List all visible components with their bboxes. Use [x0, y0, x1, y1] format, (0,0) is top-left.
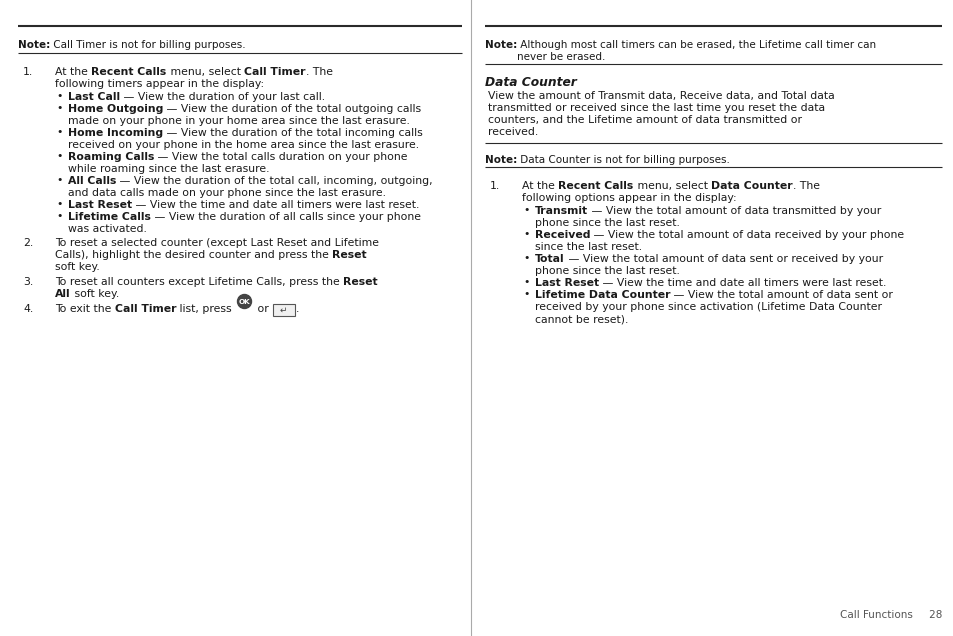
Text: — View the total amount of data sent or: — View the total amount of data sent or — [670, 290, 892, 300]
Text: 1.: 1. — [23, 67, 33, 77]
Text: or: or — [253, 304, 272, 314]
Text: — View the duration of your last call.: — View the duration of your last call. — [120, 92, 325, 102]
Text: Although most call timers can be erased, the Lifetime call timer can: Although most call timers can be erased,… — [517, 40, 876, 50]
Text: 1.: 1. — [490, 181, 499, 191]
Text: •: • — [522, 289, 529, 299]
Text: Last Reset: Last Reset — [68, 200, 132, 210]
Text: made on your phone in your home area since the last erasure.: made on your phone in your home area sin… — [68, 116, 410, 126]
Text: . The: . The — [792, 181, 819, 191]
Circle shape — [237, 294, 252, 308]
Text: Last Call: Last Call — [68, 92, 120, 102]
Text: — View the duration of the total outgoing calls: — View the duration of the total outgoin… — [163, 104, 421, 114]
Text: •: • — [56, 91, 62, 101]
Text: Call Functions     28: Call Functions 28 — [839, 610, 941, 620]
Text: was activated.: was activated. — [68, 224, 147, 234]
Text: At the: At the — [55, 67, 91, 77]
Text: — View the duration of the total incoming calls: — View the duration of the total incomin… — [163, 128, 422, 138]
Text: Calls), highlight the desired counter and press the: Calls), highlight the desired counter an… — [55, 250, 332, 260]
Text: ↵: ↵ — [280, 305, 287, 314]
Text: and data calls made on your phone since the last erasure.: and data calls made on your phone since … — [68, 188, 386, 198]
Text: Note:: Note: — [484, 155, 517, 165]
Text: Recent Calls: Recent Calls — [91, 67, 167, 77]
Text: •: • — [522, 205, 529, 215]
Text: Call Timer: Call Timer — [244, 67, 305, 77]
Text: following timers appear in the display:: following timers appear in the display: — [55, 79, 264, 89]
Text: •: • — [522, 253, 529, 263]
Text: phone since the last reset.: phone since the last reset. — [535, 218, 679, 228]
Text: To reset a selected counter (except Last Reset and Lifetime: To reset a selected counter (except Last… — [55, 238, 378, 248]
Text: Call Timer is not for billing purposes.: Call Timer is not for billing purposes. — [51, 40, 246, 50]
Text: Call Timer: Call Timer — [114, 304, 176, 314]
Text: — View the total amount of data transmitted by your: — View the total amount of data transmit… — [587, 206, 881, 216]
Text: •: • — [56, 175, 62, 185]
Text: All: All — [55, 289, 71, 299]
Text: Total: Total — [535, 254, 564, 264]
Text: menu, select: menu, select — [633, 181, 710, 191]
Text: View the amount of Transmit data, Receive data, and Total data: View the amount of Transmit data, Receiv… — [488, 91, 834, 101]
Text: . The: . The — [305, 67, 333, 77]
Text: — View the duration of the total call, incoming, outgoing,: — View the duration of the total call, i… — [116, 176, 433, 186]
Text: — View the time and date all timers were last reset.: — View the time and date all timers were… — [132, 200, 419, 210]
Text: received.: received. — [488, 127, 537, 137]
Text: OK: OK — [238, 298, 250, 305]
Text: 4.: 4. — [23, 304, 33, 314]
Text: Home Incoming: Home Incoming — [68, 128, 163, 138]
Text: Note:: Note: — [484, 40, 517, 50]
Text: — View the time and date all timers were last reset.: — View the time and date all timers were… — [598, 278, 885, 288]
Text: 2.: 2. — [23, 238, 33, 248]
Text: phone since the last reset.: phone since the last reset. — [535, 266, 679, 276]
Text: Last Reset: Last Reset — [535, 278, 598, 288]
Text: Lifetime Data Counter: Lifetime Data Counter — [535, 290, 670, 300]
Text: •: • — [522, 229, 529, 239]
Text: Roaming Calls: Roaming Calls — [68, 152, 154, 162]
Text: menu, select: menu, select — [167, 67, 244, 77]
Text: Data Counter: Data Counter — [710, 181, 792, 191]
Text: received on your phone in the home area since the last erasure.: received on your phone in the home area … — [68, 140, 418, 150]
Text: soft key.: soft key. — [71, 289, 119, 299]
Text: Reset: Reset — [332, 250, 367, 260]
Text: — View the total calls duration on your phone: — View the total calls duration on your … — [154, 152, 408, 162]
Text: •: • — [56, 103, 62, 113]
Text: .: . — [295, 304, 299, 314]
Text: counters, and the Lifetime amount of data transmitted or: counters, and the Lifetime amount of dat… — [488, 115, 801, 125]
Text: Reset: Reset — [343, 277, 377, 287]
Text: Data Counter is not for billing purposes.: Data Counter is not for billing purposes… — [517, 155, 729, 165]
Text: following options appear in the display:: following options appear in the display: — [521, 193, 736, 203]
Text: cannot be reset).: cannot be reset). — [535, 314, 628, 324]
Text: while roaming since the last erasure.: while roaming since the last erasure. — [68, 164, 269, 174]
Text: At the: At the — [521, 181, 558, 191]
Text: list, press: list, press — [176, 304, 235, 314]
Text: soft key.: soft key. — [55, 262, 100, 272]
FancyBboxPatch shape — [273, 304, 294, 316]
Text: received by your phone since activation (Lifetime Data Counter: received by your phone since activation … — [535, 302, 882, 312]
Text: •: • — [56, 211, 62, 221]
Text: •: • — [56, 127, 62, 137]
Text: — View the duration of all calls since your phone: — View the duration of all calls since y… — [151, 212, 420, 222]
Text: •: • — [56, 199, 62, 209]
Text: Recent Calls: Recent Calls — [558, 181, 633, 191]
Text: since the last reset.: since the last reset. — [535, 242, 641, 252]
Text: Data Counter: Data Counter — [484, 76, 577, 89]
Text: To exit the: To exit the — [55, 304, 114, 314]
Text: All Calls: All Calls — [68, 176, 116, 186]
Text: — View the total amount of data sent or received by your: — View the total amount of data sent or … — [564, 254, 882, 264]
Text: Home Outgoing: Home Outgoing — [68, 104, 163, 114]
Text: — View the total amount of data received by your phone: — View the total amount of data received… — [590, 230, 903, 240]
Text: Lifetime Calls: Lifetime Calls — [68, 212, 151, 222]
Text: transmitted or received since the last time you reset the data: transmitted or received since the last t… — [488, 103, 824, 113]
Text: Note:: Note: — [18, 40, 51, 50]
Text: Received: Received — [535, 230, 590, 240]
Text: •: • — [56, 151, 62, 161]
Text: never be erased.: never be erased. — [517, 52, 605, 62]
Text: 3.: 3. — [23, 277, 33, 287]
Text: Transmit: Transmit — [535, 206, 587, 216]
Text: •: • — [522, 277, 529, 287]
Text: To reset all counters except Lifetime Calls, press the: To reset all counters except Lifetime Ca… — [55, 277, 343, 287]
